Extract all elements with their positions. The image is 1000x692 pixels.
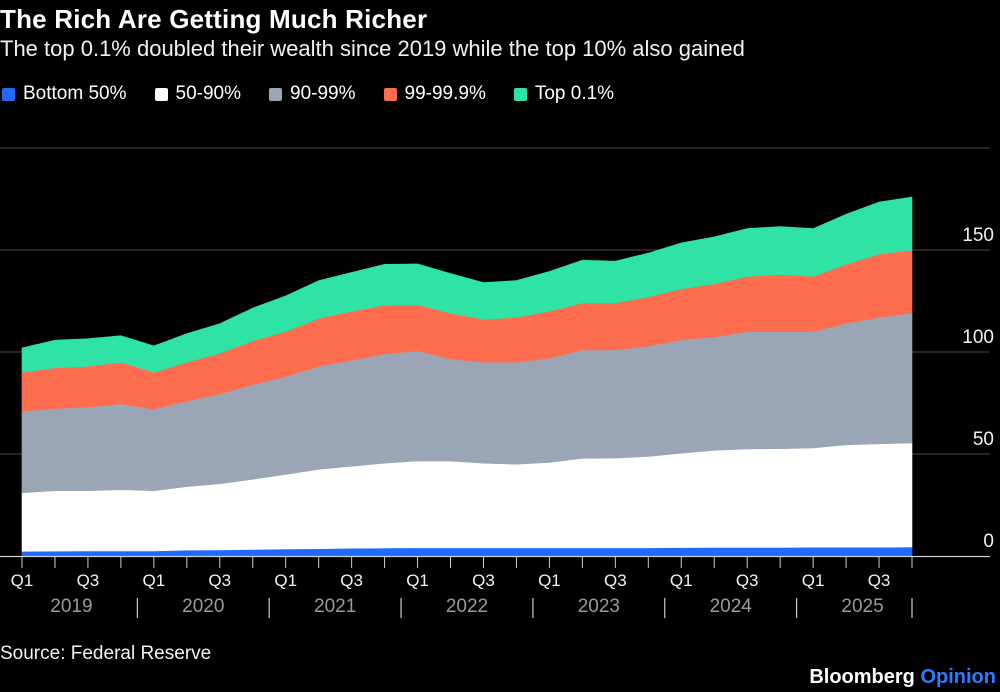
x-tick-label: Q1 <box>670 571 693 590</box>
legend-swatch <box>2 87 15 101</box>
legend-item: 99-99.9% <box>383 83 486 105</box>
year-label: 2021 <box>314 596 356 617</box>
legend-swatch <box>383 87 397 101</box>
legend-label: 50-90% <box>175 83 242 104</box>
y-tick-label: 150 <box>962 225 994 246</box>
x-tick-label: Q1 <box>274 571 297 590</box>
brand-logo: Bloomberg Opinion <box>809 666 996 689</box>
legend-item: Bottom 50% <box>2 83 127 105</box>
x-tick-label: Q3 <box>604 571 627 590</box>
x-tick-label: Q1 <box>802 571 825 590</box>
y-tick-label: $200T <box>940 140 994 144</box>
legend-swatch <box>513 87 527 101</box>
x-tick-label: Q1 <box>11 571 34 590</box>
year-label: 2022 <box>446 596 488 617</box>
x-tick-label: Q3 <box>77 571 100 590</box>
y-tick-label: 0 <box>983 531 994 552</box>
chart-legend: Bottom 50% 50-90% 90-99% 99-99.9% Top 0.1% <box>2 83 642 105</box>
area-series <box>21 196 913 373</box>
legend-label: Bottom 50% <box>23 83 127 104</box>
x-tick-label: Q3 <box>736 571 759 590</box>
chart-title: The Rich Are Getting Much Richer <box>0 4 428 34</box>
brand-name: Bloomberg <box>809 666 915 688</box>
legend-swatch <box>269 87 282 101</box>
legend-item: 90-99% <box>269 83 356 105</box>
x-tick-label: Q3 <box>868 571 891 590</box>
legend-item: 50-90% <box>154 83 242 105</box>
year-label: 2019 <box>50 596 92 617</box>
x-tick-label: Q3 <box>340 571 363 590</box>
source-note: Source: Federal Reserve <box>0 643 212 664</box>
y-tick-label: 100 <box>962 327 994 348</box>
legend-label: Top 0.1% <box>534 83 615 104</box>
year-label: 2025 <box>841 596 883 617</box>
legend-label: 99-99.9% <box>404 83 486 104</box>
legend-item: Top 0.1% <box>513 83 615 105</box>
legend-label: 90-99% <box>290 83 356 104</box>
year-label: 2023 <box>578 596 620 617</box>
legend-swatch <box>154 87 168 101</box>
x-tick-label: Q1 <box>143 571 166 590</box>
chart-subtitle: The top 0.1% doubled their wealth since … <box>0 36 745 61</box>
year-label: 2020 <box>182 596 224 617</box>
x-tick-label: Q3 <box>208 571 231 590</box>
stacked-area-chart: 0 50 100 150 $200T Q1 Q3 Q1 Q3 Q1 Q3 Q1 Q3 Q1 Q3 Q1 Q3 Q1… <box>0 140 994 618</box>
y-tick-label: 50 <box>973 429 994 450</box>
year-label: 2024 <box>710 596 753 617</box>
brand-suffix: Opinion <box>920 666 996 688</box>
x-tick-label: Q3 <box>472 571 495 590</box>
x-tick-label: Q1 <box>406 571 429 590</box>
x-tick-label: Q1 <box>538 571 561 590</box>
